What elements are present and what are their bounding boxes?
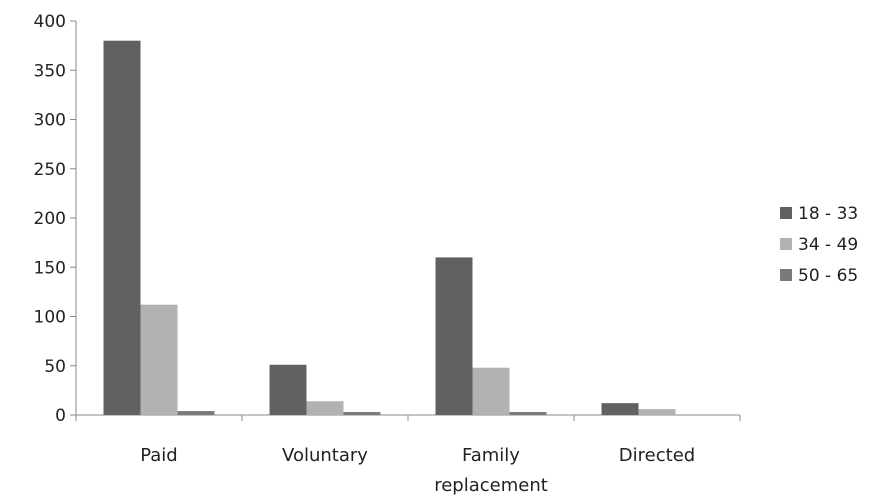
legend-swatch-18-33: [780, 207, 792, 219]
y-tick-label: 400: [34, 12, 66, 32]
legend-swatch-34-49: [780, 238, 792, 250]
x-category-label: Voluntary: [282, 445, 368, 466]
y-tick-label: 50: [44, 357, 66, 377]
bar-18-33: [435, 257, 473, 415]
legend-label-18-33: 18 - 33: [798, 204, 858, 224]
bar-50-65: [509, 412, 547, 415]
bar-34-49: [306, 401, 344, 415]
legend-label-50-65: 50 - 65: [798, 266, 858, 286]
legend-label-34-49: 34 - 49: [798, 235, 858, 255]
legend: 18 - 33 34 - 49 50 - 65: [780, 204, 858, 286]
y-tick-label: 300: [34, 111, 66, 131]
bar-34-49: [140, 304, 178, 415]
bars: [103, 40, 676, 415]
y-tick-label: 350: [34, 61, 66, 81]
bar-34-49: [472, 367, 510, 415]
y-tick-label: 150: [34, 258, 66, 278]
bar-50-65: [343, 412, 381, 415]
y-tick-label: 0: [55, 406, 66, 426]
legend-swatch-50-65: [780, 269, 792, 281]
x-category-label: Paid: [140, 445, 178, 466]
bar-34-49: [638, 409, 676, 415]
bar-50-65: [177, 411, 215, 415]
bar-18-33: [103, 40, 141, 415]
x-axis: Paid Voluntary Family replacement Directed: [75, 414, 741, 496]
y-tick-label: 250: [34, 160, 66, 180]
y-tick-label: 100: [34, 308, 66, 328]
x-category-label: Family: [462, 445, 520, 466]
bar-18-33: [601, 403, 639, 415]
x-category-label: replacement: [434, 475, 548, 496]
y-axis: 0 50 100 150 200 250 300 350 400: [34, 12, 77, 426]
y-tick-label: 200: [34, 209, 66, 229]
bar-18-33: [269, 364, 307, 415]
x-category-label: Directed: [619, 445, 695, 466]
